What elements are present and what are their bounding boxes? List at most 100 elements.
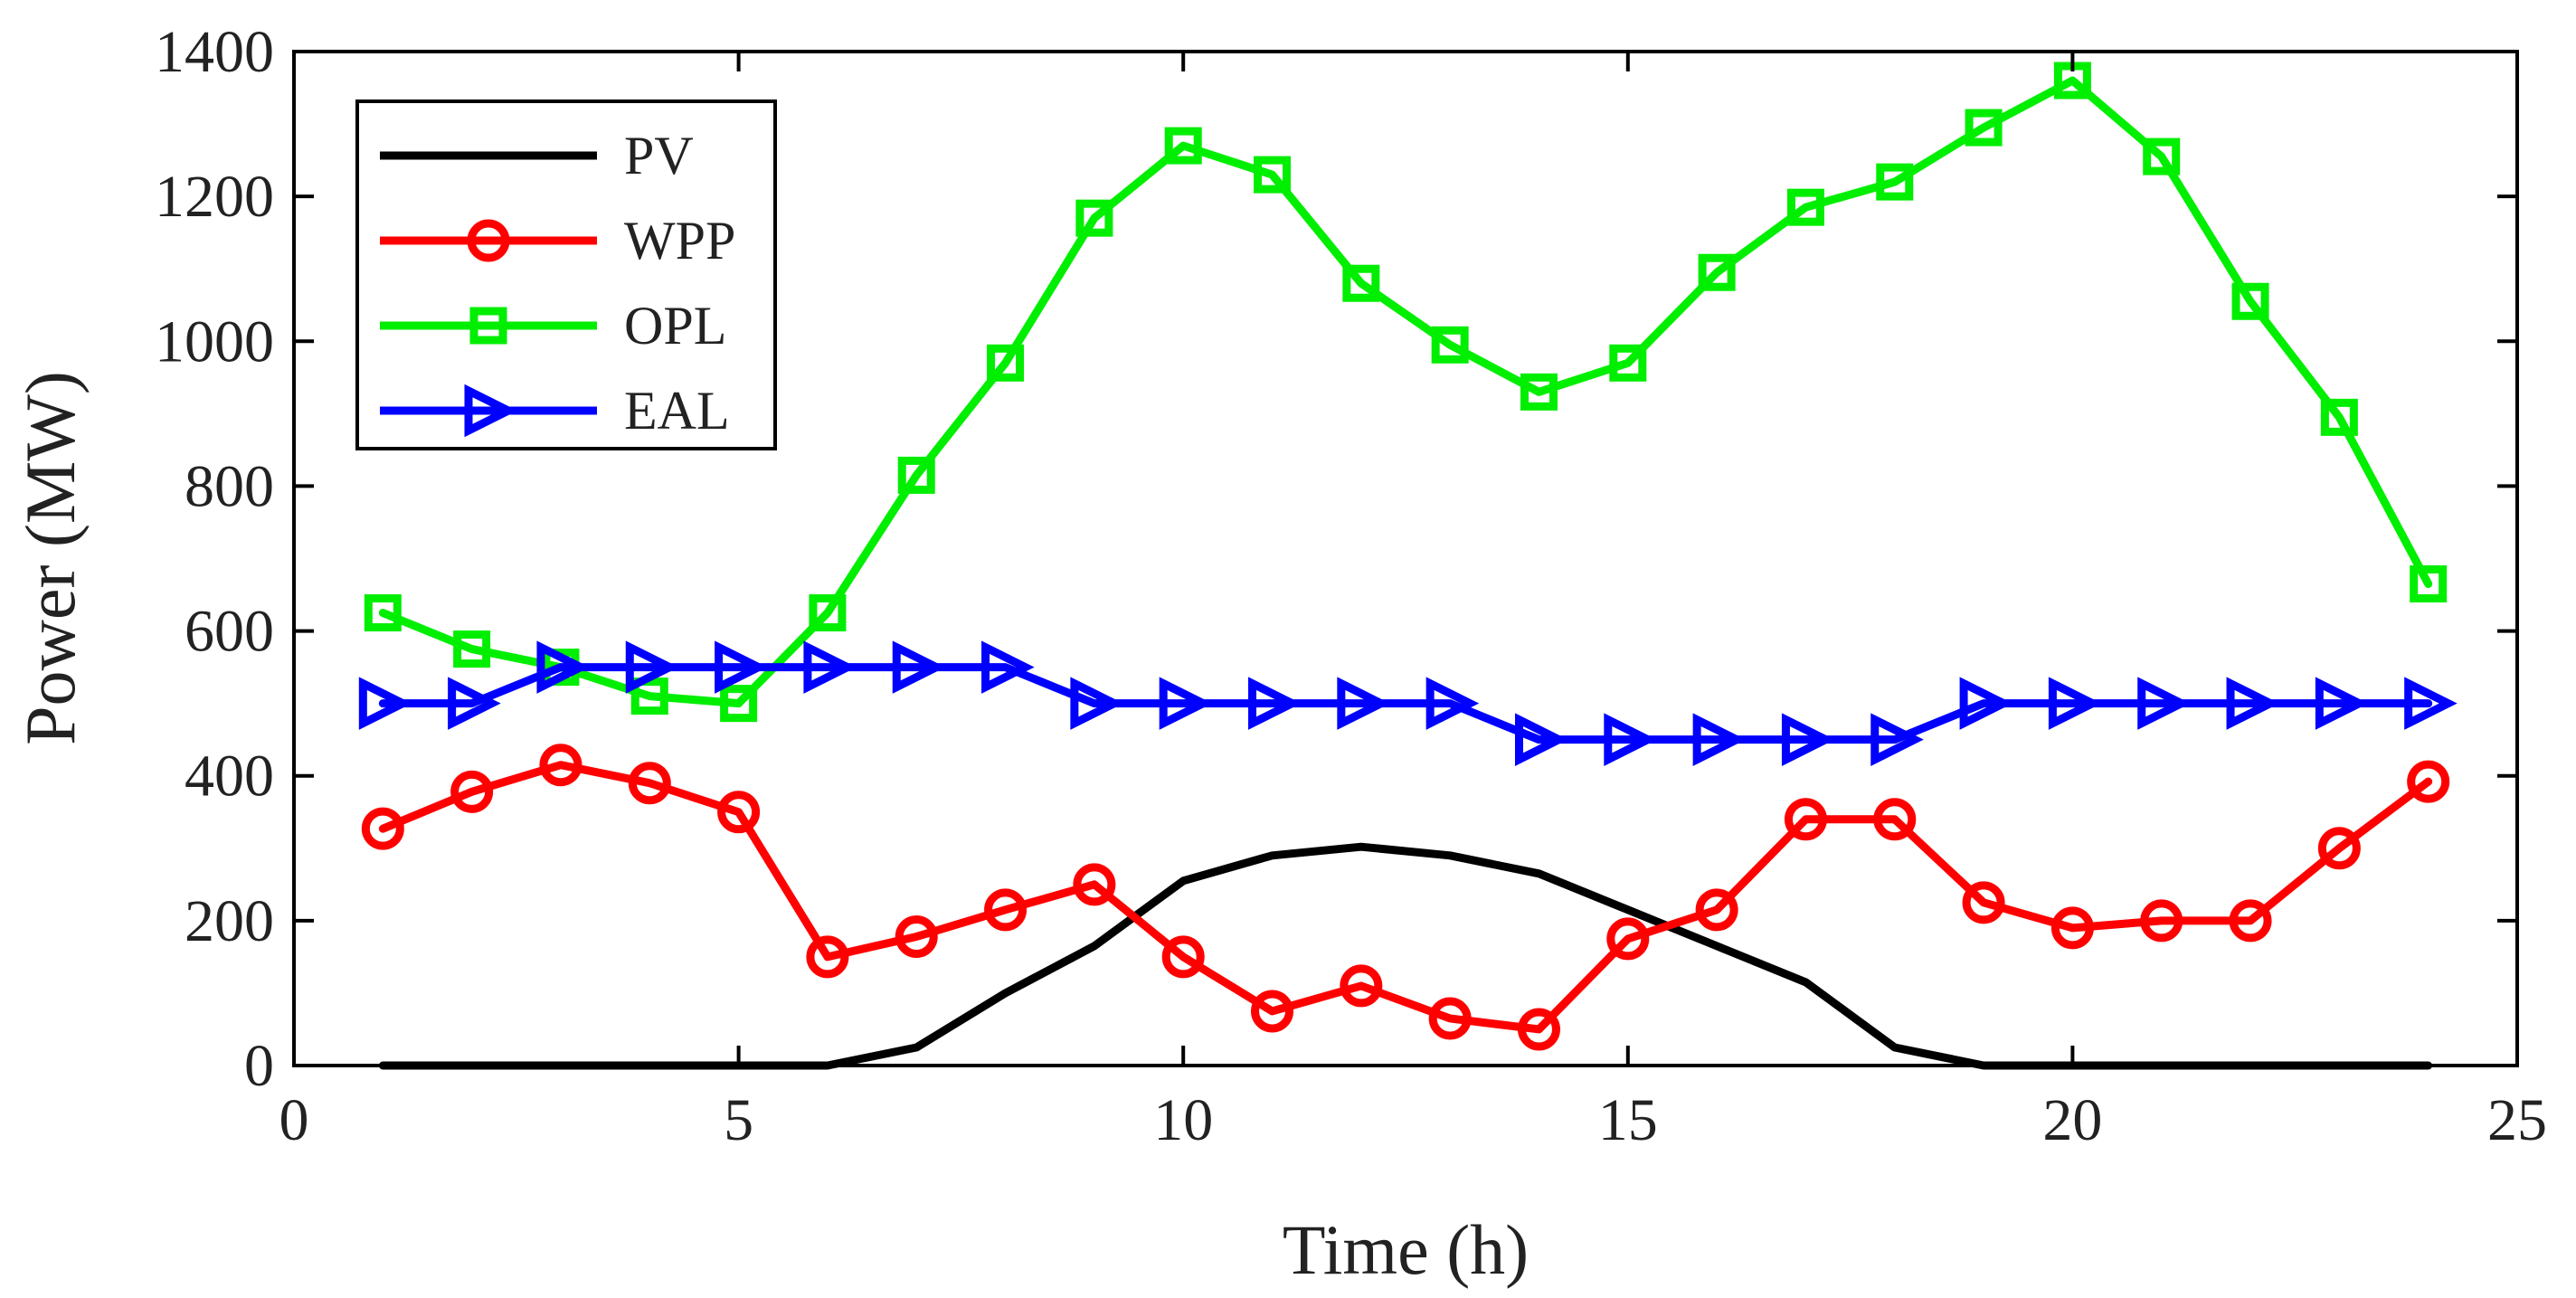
y-tick-label: 0 — [244, 1033, 274, 1099]
ticks-layer: 0 5 10 15 20 25 0 200 400 600 800 1000 1200 1400 — [155, 19, 2547, 1153]
data-point-opl — [2410, 565, 2448, 603]
legend-item-wpp: WPP — [380, 211, 735, 270]
data-point-wpp — [1606, 917, 1650, 961]
legend: PV WPP OPL EAL — [355, 99, 777, 450]
legend-item-eal: EAL — [380, 381, 730, 441]
data-point-wpp — [1251, 990, 1294, 1033]
data-point-wpp — [1073, 863, 1116, 906]
data-point-eal — [1604, 713, 1657, 766]
data-point-wpp — [895, 914, 938, 958]
data-point-eal — [2404, 677, 2458, 730]
data-point-eal — [1959, 677, 2013, 730]
data-point-eal — [1425, 677, 1480, 730]
x-tick-label: 5 — [724, 1087, 753, 1153]
data-point-wpp — [539, 744, 582, 787]
data-point-wpp — [2317, 827, 2361, 870]
data-point-opl — [809, 594, 847, 632]
data-point-opl — [2231, 282, 2269, 320]
data-point-eal — [1870, 713, 1924, 766]
data-point-opl — [720, 685, 758, 723]
x-axis-label: Time (h) — [1283, 1210, 1529, 1289]
data-point-eal — [448, 677, 501, 730]
x-tick-label: 10 — [1153, 1087, 1213, 1153]
legend-label-wpp: WPP — [624, 211, 735, 270]
data-point-opl — [1698, 253, 1736, 291]
legend-item-opl: OPL — [380, 296, 726, 355]
data-point-wpp — [2140, 899, 2183, 943]
data-point-wpp — [1517, 1008, 1560, 1051]
data-point-eal — [892, 640, 946, 694]
series-wpp — [361, 744, 2450, 1051]
x-tick-label: 15 — [1598, 1087, 1658, 1153]
data-point-eal — [2226, 677, 2280, 730]
data-point-eal — [625, 640, 679, 694]
y-tick-label: 1000 — [155, 308, 274, 374]
data-point-wpp — [1784, 798, 1827, 841]
data-point-eal — [1337, 677, 1390, 730]
data-point-opl — [1342, 264, 1380, 302]
legend-label-eal: EAL — [624, 381, 730, 441]
legend-label-opl: OPL — [624, 296, 726, 355]
data-point-opl — [1965, 109, 2003, 147]
series-eal — [358, 640, 2458, 766]
data-point-eal — [1159, 677, 1213, 730]
data-point-opl — [1164, 127, 1202, 165]
data-point-wpp — [717, 791, 761, 834]
data-point-wpp — [1873, 798, 1917, 841]
data-point-opl — [2143, 137, 2181, 175]
legend-marker-wpp — [467, 219, 510, 262]
data-point-wpp — [1428, 997, 1472, 1040]
data-point-opl — [364, 594, 402, 632]
data-point-eal — [1070, 677, 1123, 730]
data-point-wpp — [1695, 888, 1738, 932]
data-point-wpp — [2407, 760, 2450, 803]
data-point-eal — [1692, 713, 1747, 766]
data-point-eal — [536, 640, 591, 694]
data-point-opl — [1254, 156, 1292, 194]
data-point-opl — [897, 456, 935, 494]
plot-frame — [292, 50, 2519, 1067]
data-point-opl — [1431, 326, 1469, 364]
data-point-eal — [1781, 713, 1835, 766]
y-tick-label: 800 — [185, 453, 274, 519]
data-point-eal — [2048, 677, 2102, 730]
data-point-eal — [981, 640, 1035, 694]
y-tick-label: 400 — [185, 744, 274, 810]
x-tick-label: 25 — [2487, 1087, 2547, 1153]
data-point-eal — [1514, 713, 1568, 766]
data-point-wpp — [2229, 899, 2272, 943]
data-point-wpp — [806, 935, 849, 979]
legend-items: PV WPP OPL EAL — [380, 126, 735, 441]
data-point-eal — [358, 677, 412, 730]
y-axis-label: Power (MW) — [11, 371, 90, 745]
data-point-wpp — [2050, 906, 2094, 950]
data-point-wpp — [361, 807, 404, 850]
data-point-opl — [1786, 188, 1824, 226]
data-point-wpp — [628, 762, 671, 805]
data-point-opl — [987, 344, 1025, 382]
data-point-wpp — [450, 770, 494, 813]
data-point-opl — [1520, 373, 1558, 411]
data-point-opl — [1075, 199, 1113, 237]
y-tick-label: 1200 — [155, 164, 274, 230]
data-point-wpp — [1340, 964, 1383, 1008]
data-point-eal — [2137, 677, 2191, 730]
data-point-wpp — [1962, 881, 2005, 924]
data-point-eal — [715, 640, 768, 694]
legend-label-pv: PV — [624, 126, 694, 185]
y-tick-label: 600 — [185, 599, 274, 665]
y-tick-label: 1400 — [155, 19, 274, 85]
data-point-opl — [2320, 398, 2358, 436]
legend-item-pv: PV — [380, 126, 694, 185]
data-point-wpp — [984, 888, 1028, 932]
legend-marker-opl — [469, 307, 507, 345]
data-point-eal — [803, 640, 857, 694]
data-point-opl — [453, 630, 491, 668]
data-point-opl — [1609, 344, 1647, 382]
data-point-wpp — [1161, 935, 1205, 979]
legend-marker-eal — [464, 384, 518, 438]
x-tick-label: 0 — [279, 1087, 309, 1153]
y-tick-label: 200 — [185, 888, 274, 954]
series-opl — [364, 62, 2448, 723]
